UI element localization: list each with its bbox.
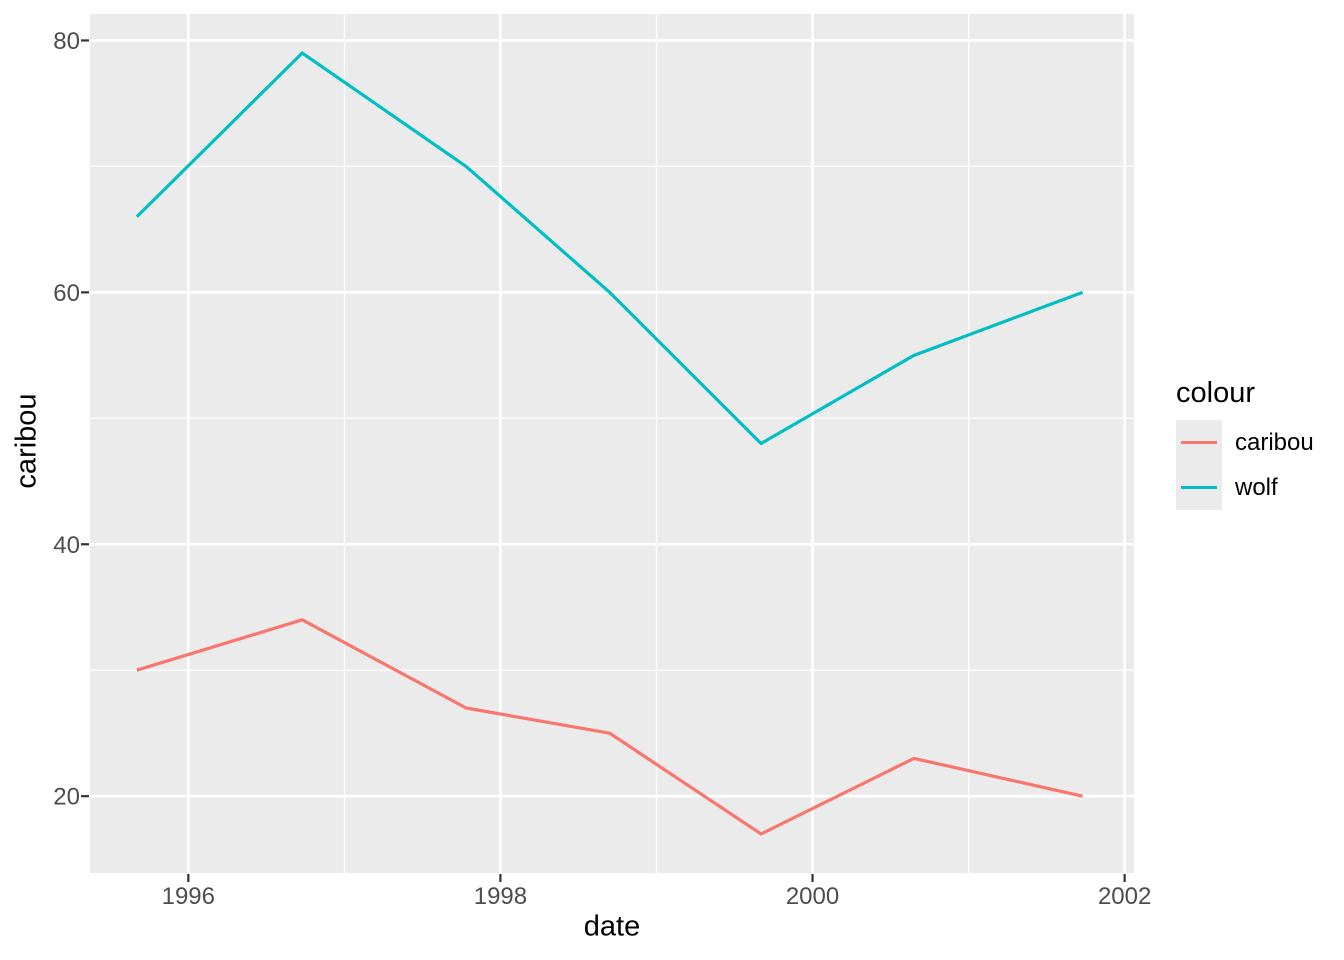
wolf-line-swatch xyxy=(1181,486,1217,490)
y-tick-label: 60 xyxy=(53,280,80,307)
legend-item-caribou: caribou xyxy=(1176,420,1314,465)
x-axis-title: date xyxy=(583,910,641,943)
legend-item-wolf: wolf xyxy=(1176,465,1314,510)
y-tick-label: 20 xyxy=(53,784,80,811)
legend-key-wolf xyxy=(1176,465,1222,510)
y-axis-title: caribou xyxy=(10,393,43,489)
x-tick-label: 1998 xyxy=(474,883,527,910)
series-line-wolf xyxy=(135,51,1084,446)
x-tick-label: 2002 xyxy=(1098,883,1151,910)
legend-title: colour xyxy=(1176,377,1255,409)
x-tick-label: 2000 xyxy=(786,883,839,910)
y-tick-label: 40 xyxy=(53,532,80,559)
legend-key-caribou xyxy=(1176,420,1222,465)
plot-panel xyxy=(90,14,1134,873)
legend-label-caribou: caribou xyxy=(1235,428,1314,456)
legend: colour caribou wolf xyxy=(1176,377,1314,510)
legend-label-wolf: wolf xyxy=(1235,473,1278,501)
series-line-caribou xyxy=(136,618,1083,836)
x-tick-label: 1996 xyxy=(162,883,215,910)
y-tick-label: 80 xyxy=(53,28,80,55)
caribou-line-swatch xyxy=(1181,441,1217,445)
